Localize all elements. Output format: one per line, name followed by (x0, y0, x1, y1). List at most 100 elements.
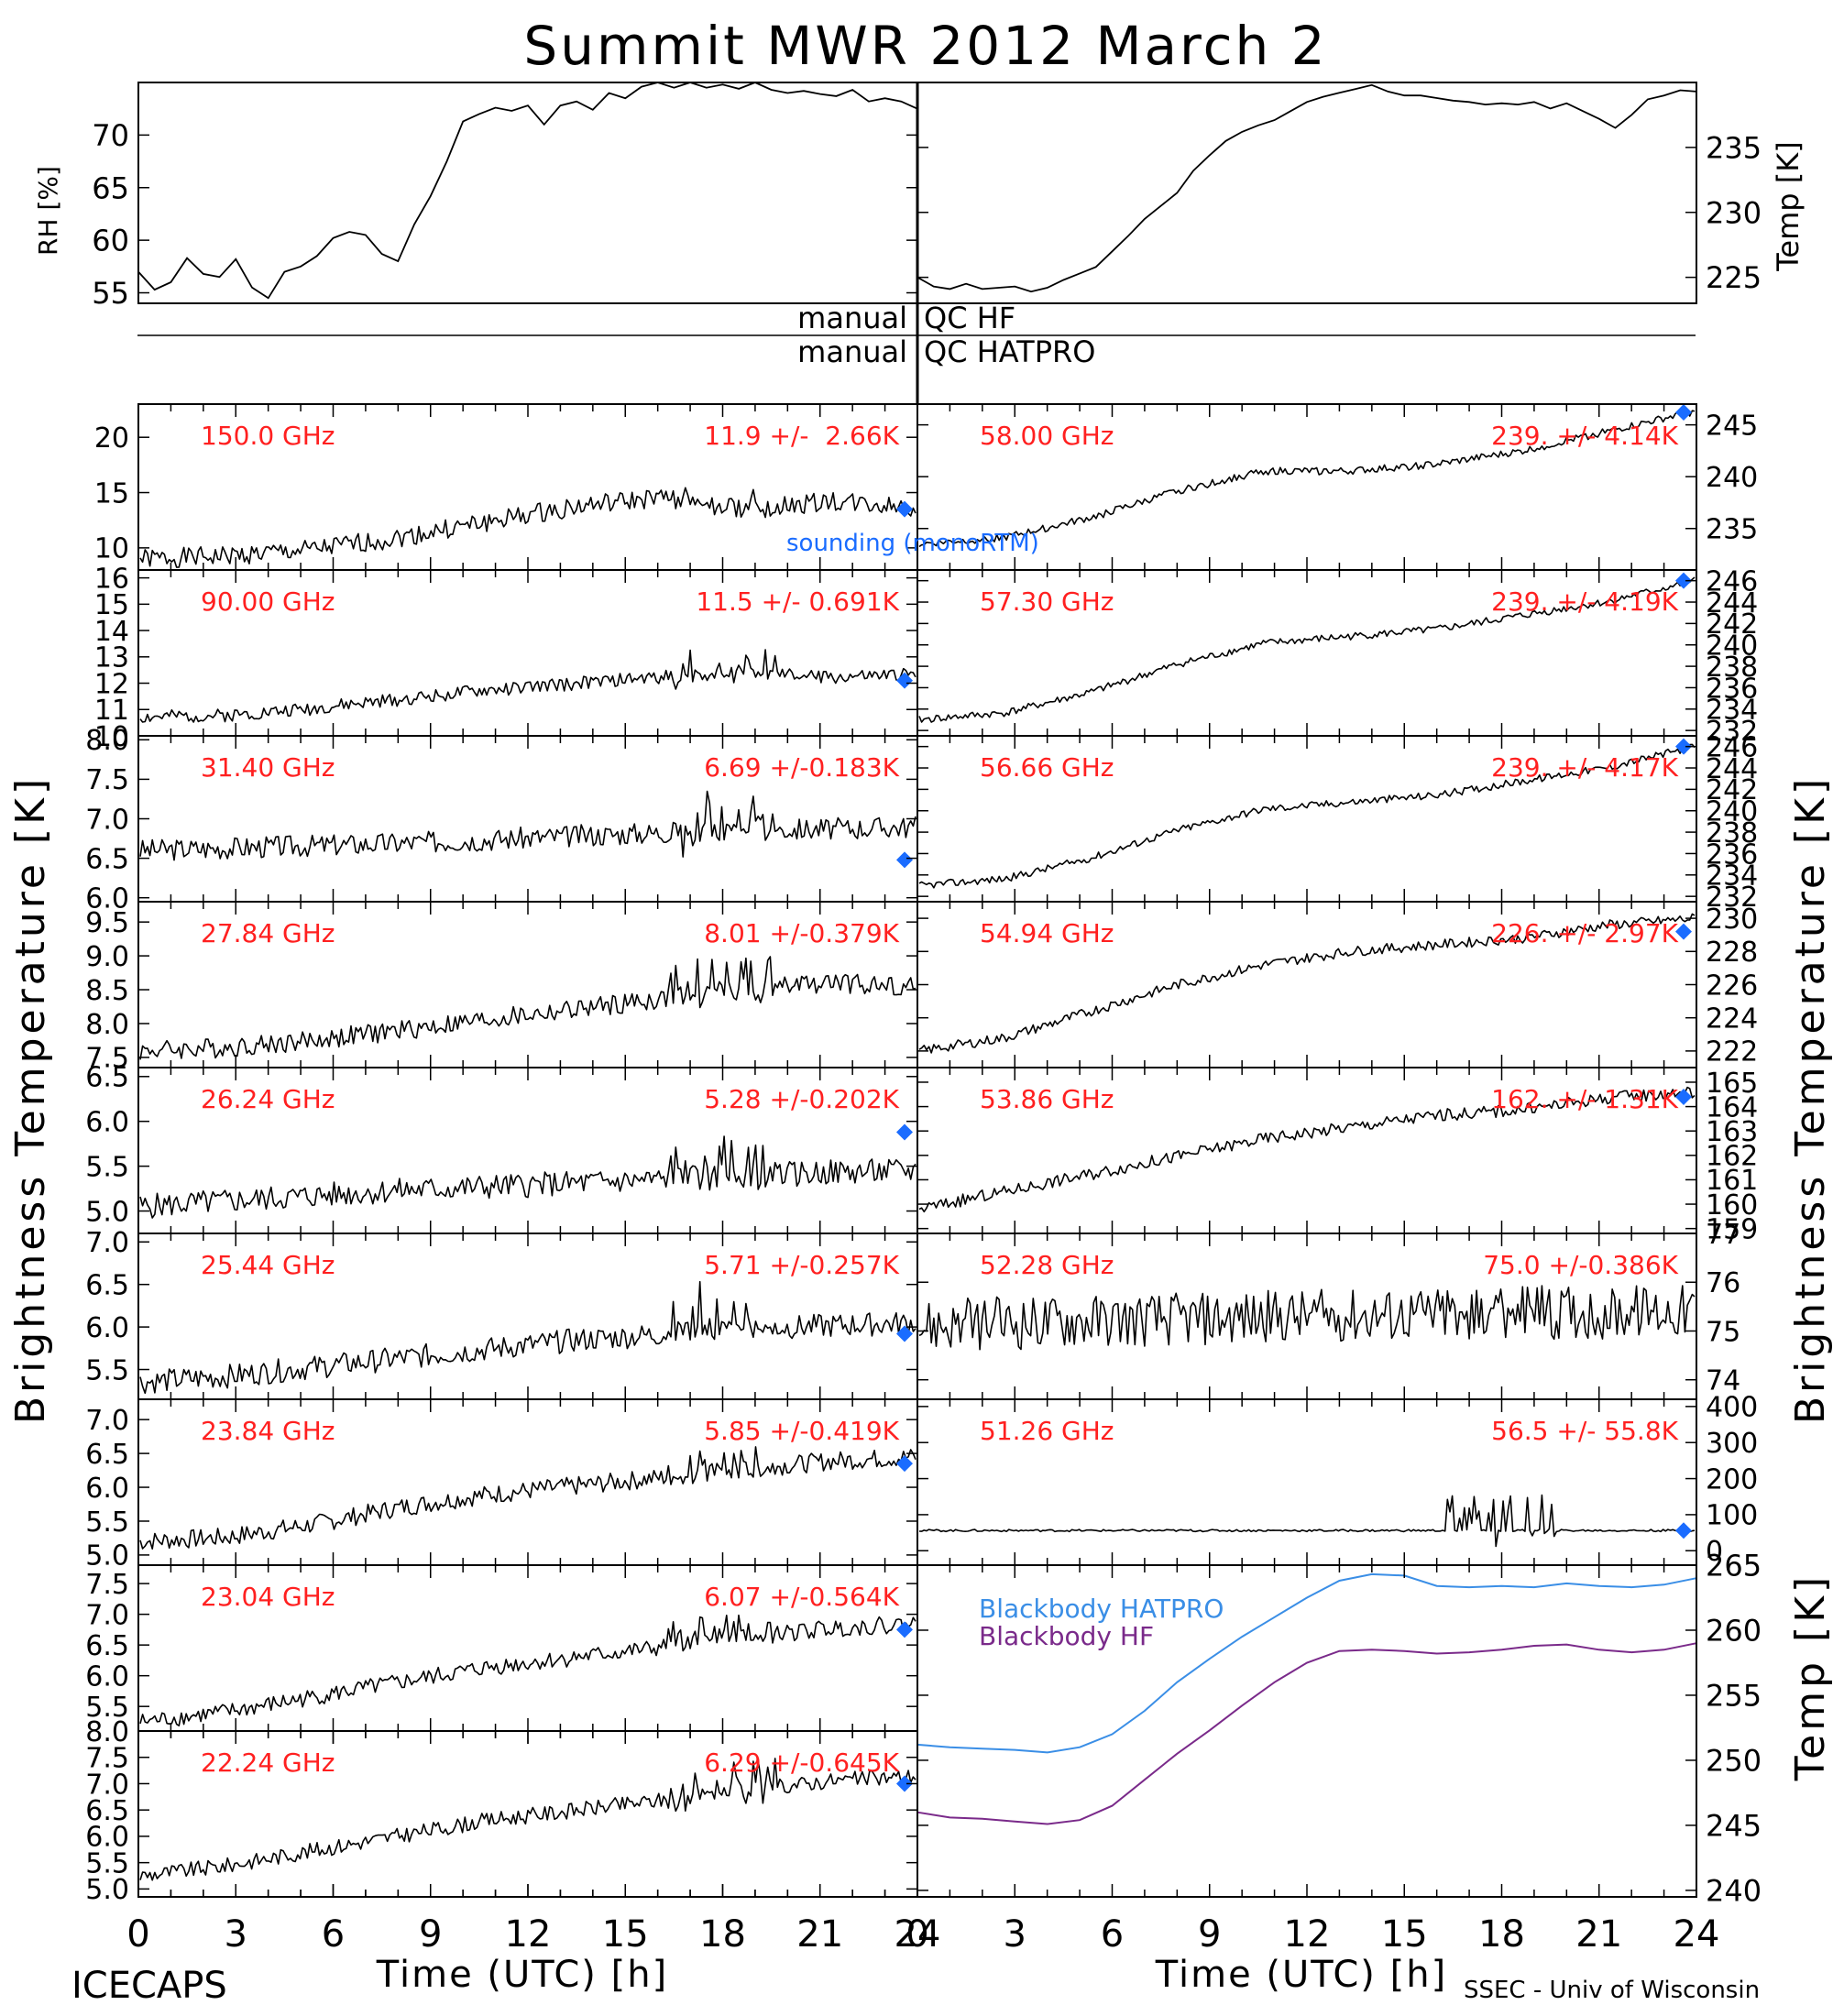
blackbody-legend-0: Blackbody HATPRO (979, 1594, 1224, 1624)
left-channel-3-ytick-label: 9.5 (85, 907, 129, 939)
right-channel-1-ytick-label: 242 (1706, 608, 1758, 641)
bb-temp-axis-title: Temp [K] (1787, 1573, 1833, 1781)
left-channel-7-ytick-label: 6.0 (85, 1660, 129, 1693)
right-channel-4-trace (918, 1086, 1696, 1213)
right-channel-2-ytick-label: 240 (1706, 796, 1758, 828)
left-channel-0-trace (139, 487, 916, 568)
left-channel-1-ytick-label: 10 (94, 721, 129, 753)
left-channel-2-ytick-label: 7.5 (85, 764, 129, 796)
temp-panel-frame (916, 82, 1697, 304)
blackbody-ytick-label: 260 (1706, 1614, 1762, 1649)
blackbody-xtick-label: 18 (1478, 1913, 1525, 1956)
left-channel-7-ytick-label: 7.5 (85, 1569, 129, 1601)
left-channel-1-ytick-label: 11 (94, 695, 129, 727)
left-channel-2-ytick-label: 6.5 (85, 843, 129, 875)
right-channel-2-ytick-label: 232 (1706, 882, 1758, 914)
right-channel-3-ytick-label: 226 (1706, 970, 1758, 1002)
left-channel-1-trace (139, 649, 916, 723)
right-channel-6-stat-label: 56.5 +/- 55.8K (1491, 1416, 1678, 1446)
right-channel-3-trace (918, 913, 1696, 1054)
left-channel-3-trace (139, 956, 916, 1060)
left-channel-2-sounding-marker (896, 851, 913, 869)
left-channel-5-sounding-marker (896, 1325, 913, 1342)
tb-right-axis-title: Brightness Temperature [K] (1787, 775, 1833, 1424)
right-channel-4-ytick-label: 165 (1706, 1068, 1758, 1100)
left-channel-5-stat-label: 5.71 +/-0.257K (704, 1250, 899, 1280)
left-channel-2-ytick-label: 6.0 (85, 882, 129, 915)
left-bottom-xtick-label: 21 (796, 1913, 843, 1956)
right-channel-1-ytick-label: 246 (1706, 565, 1758, 597)
left-channel-6-sounding-marker (896, 1455, 913, 1473)
right-channel-0-stat-label: 239. +/- 4.14K (1491, 421, 1678, 451)
left-channel-4-sounding-marker (896, 1123, 913, 1141)
left-channel-7-stat-label: 6.07 +/-0.564K (704, 1582, 899, 1612)
qc-hatpro-left: manual (797, 334, 907, 369)
right-channel-5-series (918, 1285, 1696, 1351)
rh-line (137, 82, 918, 300)
left-channel-1-series (139, 649, 916, 723)
temp-ytick-label: 235 (1706, 130, 1762, 165)
right-channel-1-freq-label: 57.30 GHz (980, 586, 1114, 617)
left-channel-7-trace (139, 1614, 916, 1726)
left-channel-2-freq-label: 31.40 GHz (201, 752, 335, 783)
left-channel-5-trace (139, 1280, 916, 1395)
left-channel-3-ytick-label: 9.0 (85, 941, 129, 973)
blackbody-ytick-label: 245 (1706, 1808, 1762, 1843)
left-channel-5-ytick-label: 5.5 (85, 1354, 129, 1386)
blackbody-xtick-label: 0 (906, 1913, 928, 1956)
right-channel-0-ytick-label: 240 (1706, 462, 1758, 494)
right-channel-1-ytick-label: 244 (1706, 587, 1758, 619)
right-channel-2-ytick-label: 238 (1706, 817, 1758, 849)
blackbody-legend-1: Blackbody HF (979, 1621, 1154, 1651)
left-channel-6-ytick-label: 5.5 (85, 1507, 129, 1539)
temp-line (916, 83, 1697, 293)
left-channel-4-stat-label: 5.28 +/-0.202K (704, 1084, 899, 1114)
right-channel-6-ytick-label: 400 (1706, 1392, 1758, 1424)
right-channel-4-ytick-label: 161 (1706, 1165, 1758, 1197)
left-channel-6-ytick-label: 5.0 (85, 1540, 129, 1572)
left-channel-8-freq-label: 22.24 GHz (201, 1748, 335, 1778)
left-channel-4-ytick-label: 5.5 (85, 1151, 129, 1183)
right-channel-4-stat-label: 162. +/- 1.31K (1491, 1084, 1678, 1114)
right-channel-2-stat-label: 239. +/- 4.17K (1491, 752, 1678, 783)
left-channel-8-trace (139, 1758, 916, 1881)
figure-title: Summit MWR 2012 March 2 (523, 15, 1327, 77)
left-channel-2-stat-label: 6.69 +/-0.183K (704, 752, 899, 783)
left-channel-5-ytick-label: 6.0 (85, 1312, 129, 1344)
right-channel-1-ytick-label: 232 (1706, 716, 1758, 748)
right-channel-1-ytick-label: 234 (1706, 695, 1758, 727)
left-channel-2-ytick-label: 8.0 (85, 725, 129, 757)
left-channel-0-ytick-label: 10 (94, 533, 129, 565)
right-channel-2-trace (918, 743, 1696, 889)
left-channel-4-trace (139, 1135, 916, 1219)
rh-ytick-label: 65 (92, 170, 129, 205)
right-channel-5-trace (918, 1285, 1696, 1351)
left-channel-5-freq-label: 25.44 GHz (201, 1250, 335, 1280)
right-channel-6-ytick-label: 0 (1706, 1536, 1723, 1568)
right-channel-6-series (918, 1494, 1696, 1548)
right-channel-4-ytick-label: 159 (1706, 1213, 1758, 1245)
left-bottom-xtick-label: 3 (225, 1913, 247, 1956)
blackbody-xtick-label: 24 (1674, 1913, 1720, 1956)
right-channel-3-freq-label: 54.94 GHz (980, 918, 1114, 948)
right-channel-1-series (918, 572, 1696, 723)
right-channel-3-ytick-label: 230 (1706, 904, 1758, 936)
right-channel-2-ytick-label: 234 (1706, 860, 1758, 893)
left-channel-4-ytick-label: 6.0 (85, 1107, 129, 1139)
blackbody-xtick-label: 15 (1381, 1913, 1428, 1956)
right-channel-4-ytick-label: 160 (1706, 1189, 1758, 1222)
right-channel-3-series (918, 913, 1696, 1054)
right-channel-5-freq-label: 52.28 GHz (980, 1250, 1114, 1280)
right-channel-6-ytick-label: 100 (1706, 1500, 1758, 1532)
temp-ytick-label: 225 (1706, 260, 1762, 295)
right-channel-5-ytick-label: 74 (1706, 1365, 1740, 1397)
left-bottom-xtick-label: 6 (322, 1913, 345, 1956)
left-channel-7-freq-label: 23.04 GHz (201, 1582, 335, 1612)
blackbody-xtick-label: 21 (1575, 1913, 1622, 1956)
footer-icecaps: ICECAPS (71, 1965, 227, 2007)
right-channel-4-ytick-label: 164 (1706, 1091, 1758, 1123)
left-channel-3-ytick-label: 8.0 (85, 1009, 129, 1041)
left-channel-8-ytick-label: 8.0 (85, 1716, 129, 1748)
